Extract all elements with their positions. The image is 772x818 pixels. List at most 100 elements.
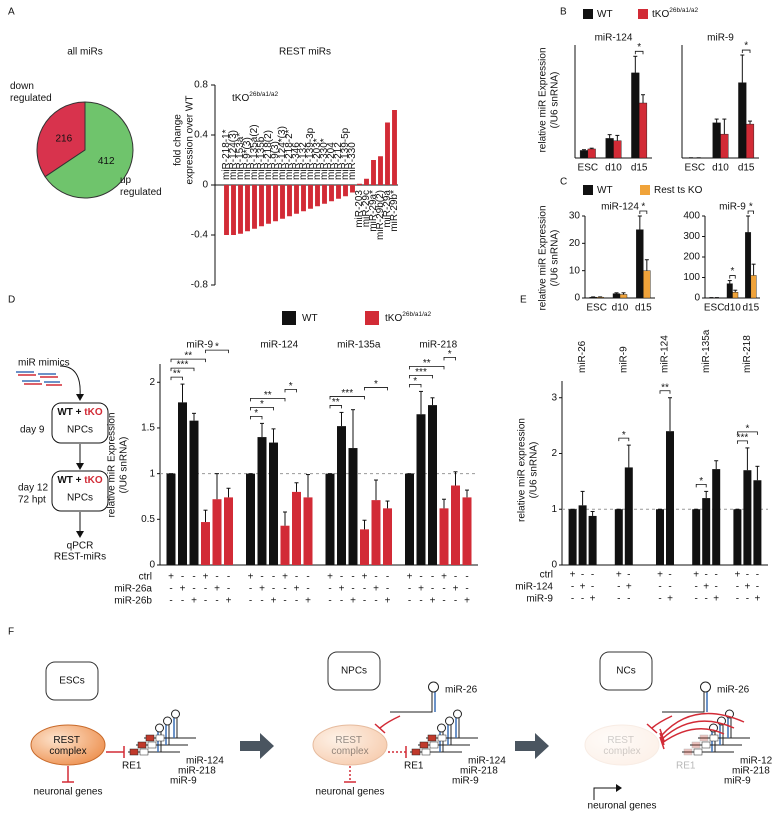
bar [738, 82, 747, 159]
mir-label: miR-124 [740, 756, 772, 767]
condition-label: ctrl [540, 570, 553, 581]
panel-letter: E [520, 295, 527, 306]
bar [720, 133, 729, 159]
group-title: miR-9 [618, 346, 629, 373]
gene-box [701, 741, 711, 749]
rest-complex [584, 724, 660, 766]
mir-label: miR-9 [452, 776, 479, 787]
category-label: miR-218-2* [284, 129, 295, 180]
re1-box [137, 741, 147, 749]
bar [712, 469, 721, 565]
bar [245, 185, 250, 232]
legend-label-main: WT [302, 313, 318, 324]
condition-mark: + [667, 594, 673, 605]
legend-label-main: WT [597, 9, 613, 20]
significance-bracket [364, 387, 388, 391]
bar [350, 185, 355, 193]
condition-mark: + [214, 584, 220, 595]
category-label: miR-29b* [389, 190, 400, 232]
bar [189, 420, 199, 565]
y-axis-label: relative miR Expression [538, 47, 549, 152]
bar [383, 508, 392, 565]
significance-label: ** [661, 382, 669, 393]
inhibition-bar [646, 723, 658, 734]
bar [614, 509, 623, 565]
significance-label: *** [177, 360, 189, 371]
bar [745, 232, 752, 299]
significance-label: * [745, 424, 749, 435]
mir-label: miR-218 [178, 766, 216, 777]
y-tick-label: 0 [149, 560, 155, 571]
arrowhead [76, 394, 84, 401]
group-title: miR-9 [186, 340, 213, 351]
mir26-hairpin [662, 692, 705, 713]
condition-mark: + [282, 572, 288, 583]
npc-box [51, 470, 109, 512]
significance-label: * [731, 266, 735, 277]
plus: + [76, 475, 82, 486]
re1-box [419, 741, 429, 749]
stage-label: NPCs [341, 666, 367, 677]
significance-label: * [260, 399, 264, 410]
box-top: WT + tKO [57, 475, 103, 486]
condition-label: miR-124 [515, 582, 553, 593]
condition-mark: + [259, 584, 265, 595]
gene-box [139, 748, 149, 756]
bar [166, 473, 176, 565]
category-label: miR-124(3) [228, 130, 239, 180]
re1-box [699, 734, 709, 742]
condition-mark: + [693, 570, 699, 581]
condition-mark: + [350, 596, 356, 607]
significance-label: * [699, 476, 703, 487]
wt: WT [57, 475, 73, 486]
group-title: miR-135a [701, 329, 712, 373]
condition-mark: - [454, 572, 457, 583]
mir-label: miR-9 [724, 776, 751, 787]
slice-label: up regulated [120, 175, 162, 198]
condition-mark: - [351, 584, 354, 595]
condition-label: miR-26b [114, 596, 152, 607]
bar [371, 160, 376, 185]
inhibition [661, 712, 745, 736]
significance-bracket [659, 390, 671, 394]
condition-mark: + [430, 596, 436, 607]
y-tick-label: 0 [202, 180, 208, 191]
condition-mark: - [204, 584, 207, 595]
rest-complex [312, 724, 388, 766]
bar [343, 185, 348, 197]
significance-label: * [448, 349, 452, 360]
condition-mark: - [442, 596, 445, 607]
y-tick-label: 0.8 [194, 80, 208, 91]
condition-mark: - [328, 596, 331, 607]
y-axis-label: (/U6 snRNA) [529, 442, 540, 499]
annotation: tKO26b/a1/a2 [232, 91, 279, 103]
condition-mark: - [204, 596, 207, 607]
condition-mark: - [419, 572, 422, 583]
condition-mark: - [736, 582, 739, 593]
rest-complex [30, 724, 106, 766]
significance-label: * [749, 202, 753, 213]
significance-bracket [284, 388, 297, 393]
y-tick-label: 0.5 [141, 514, 155, 525]
gene-box [693, 748, 703, 756]
bar [619, 294, 628, 299]
y-axis-label: expression over WT [185, 96, 196, 185]
group-title: miR-124 [660, 335, 671, 373]
bar [712, 122, 721, 159]
gene-box [437, 734, 447, 742]
re1-label: RE1 [676, 761, 696, 772]
condition-mark: - [756, 570, 759, 581]
condition-mark: - [340, 596, 343, 607]
condition-mark: - [227, 572, 230, 583]
subplot-title: miR-124 [595, 33, 633, 44]
panel-letter: A [8, 7, 15, 18]
bar [294, 185, 299, 214]
y-tick-label: 10 [569, 265, 581, 276]
significance-label: * [641, 202, 645, 213]
condition-mark: - [181, 572, 184, 583]
mir26-label: miR-26 [717, 685, 750, 696]
inhibition-bar [659, 736, 665, 750]
y-tick-label: 20 [569, 238, 581, 249]
category-label: miR-153a* [235, 133, 246, 180]
